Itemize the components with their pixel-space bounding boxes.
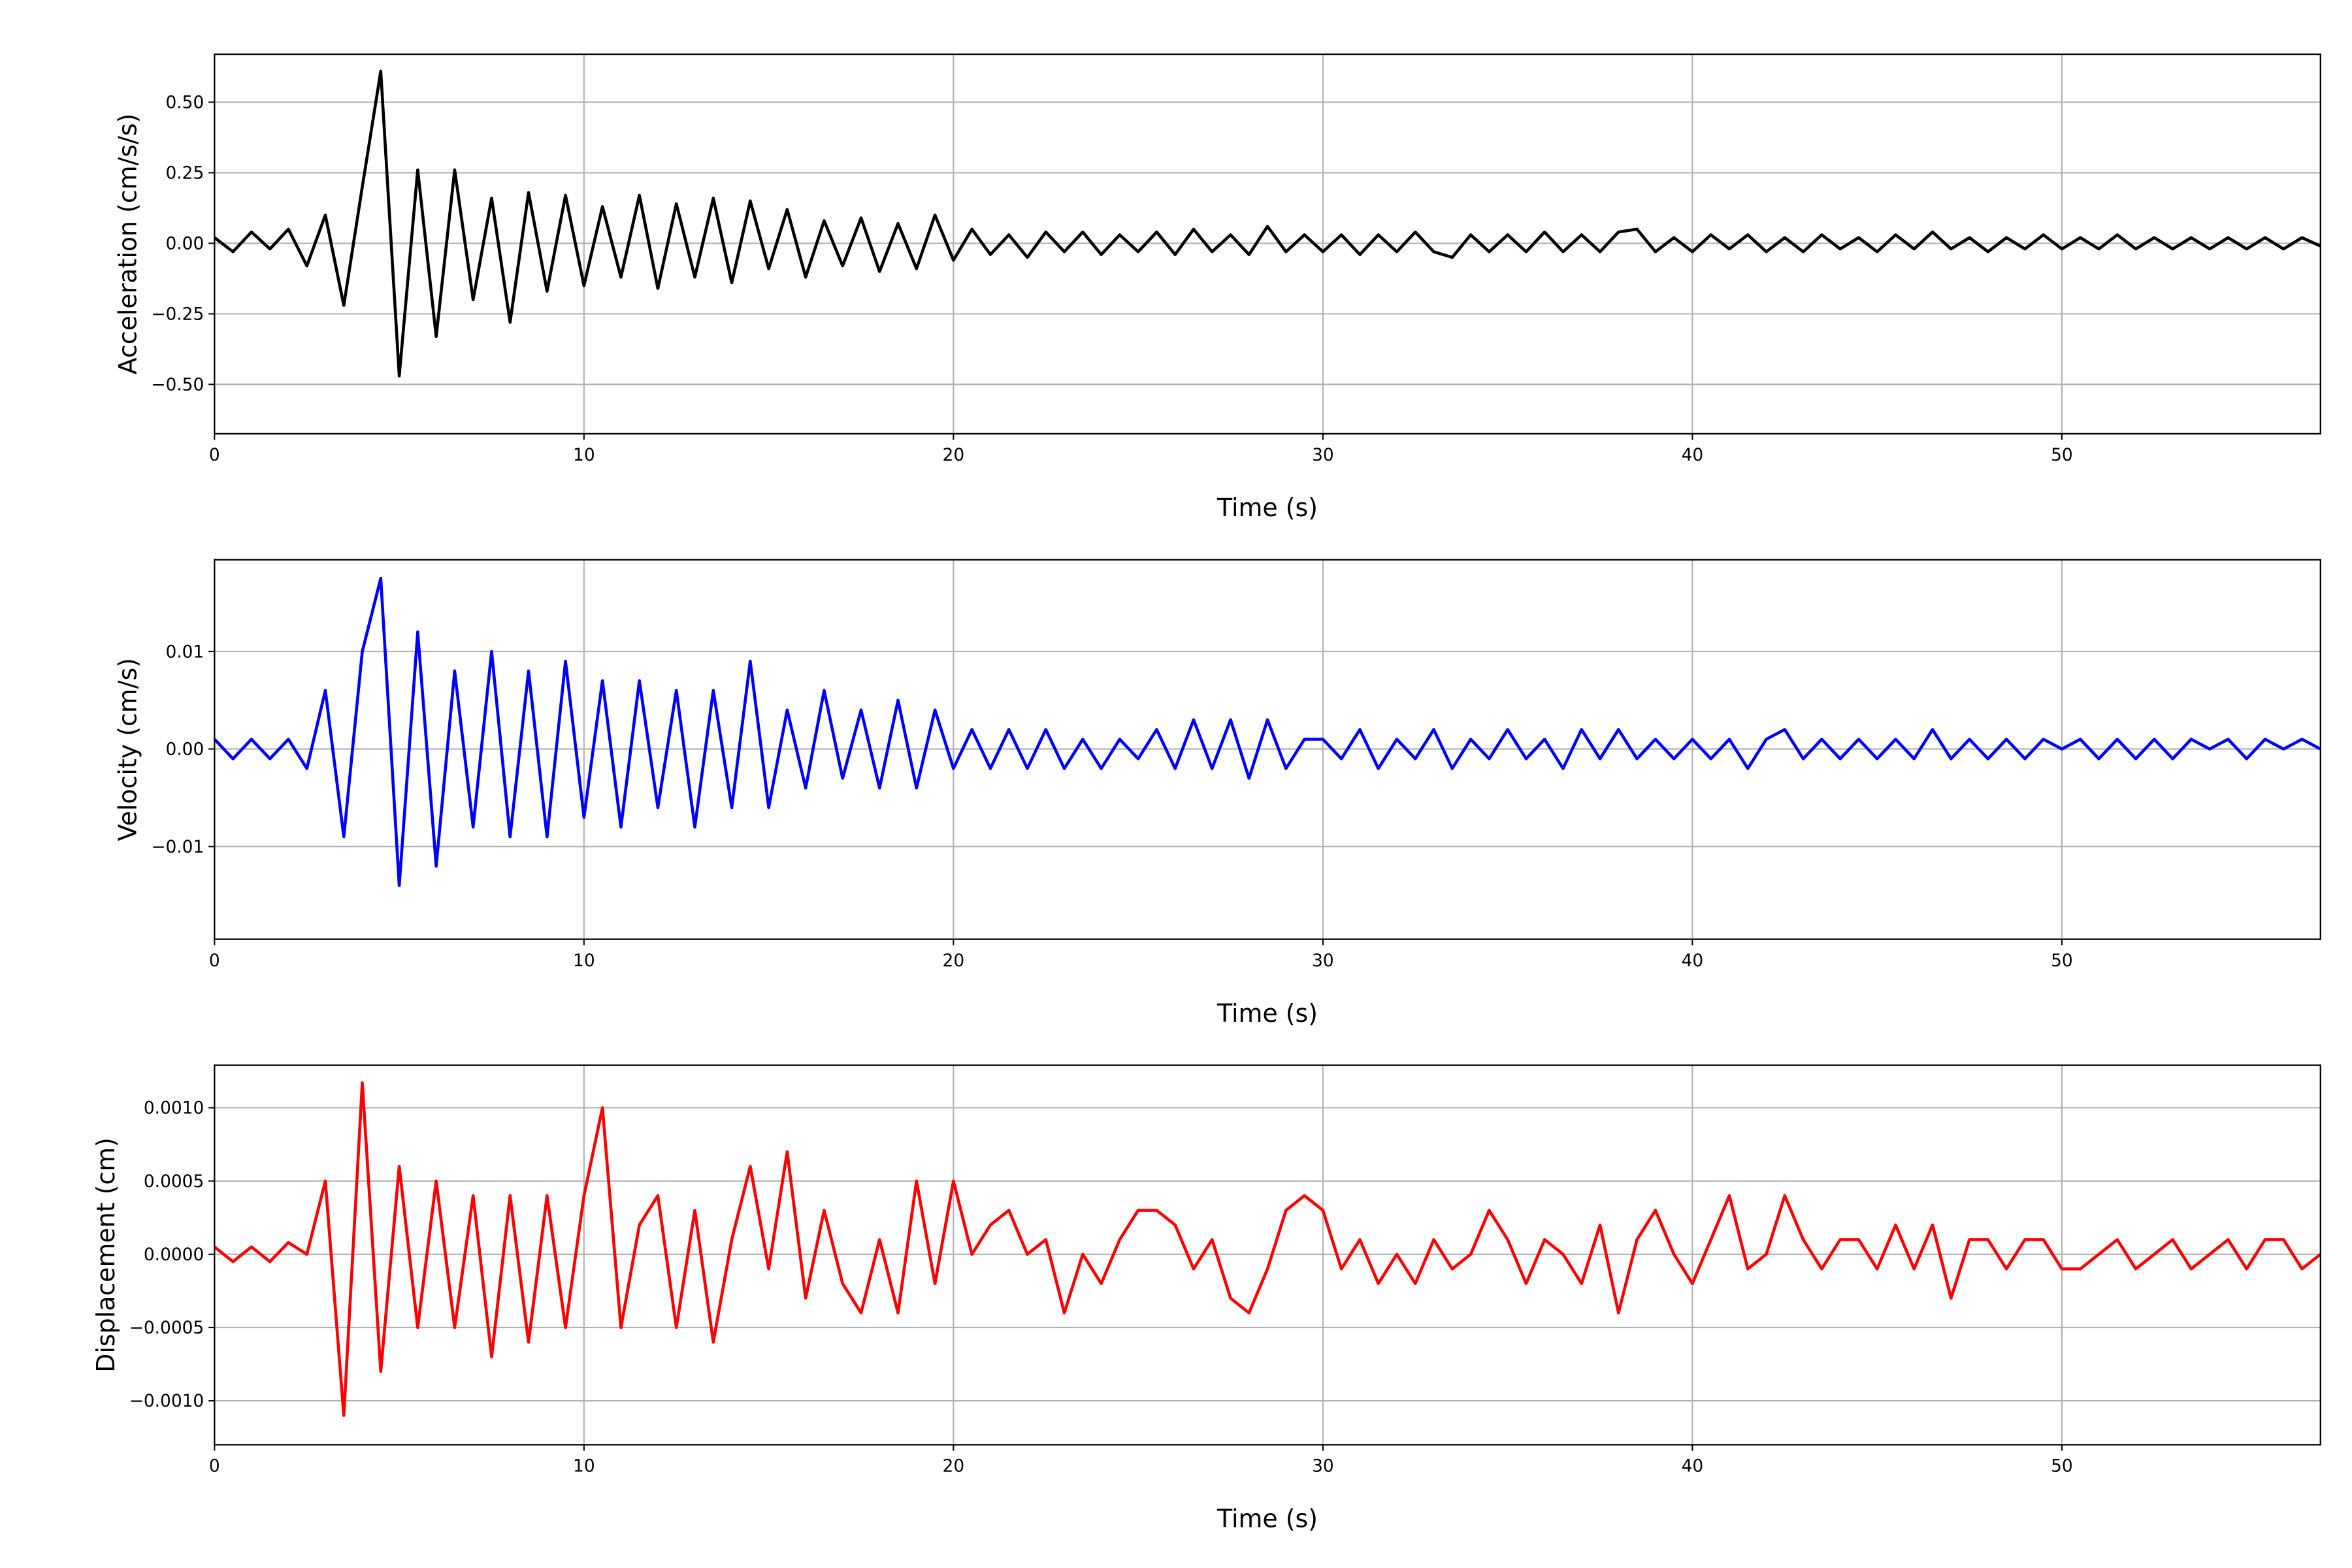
x-tick-label: 0: [209, 1456, 220, 1477]
x-tick-label: 30: [1312, 1456, 1334, 1477]
x-tick-label: 40: [1682, 445, 1704, 465]
x-tick-label: 50: [2051, 445, 2073, 465]
y-tick-label: 0.00: [165, 234, 204, 254]
axes-frame: [214, 1064, 2321, 1446]
y-axis-label: Velocity (cm/s): [113, 658, 142, 841]
y-tick-label: −0.0010: [129, 1391, 204, 1411]
data-line: [214, 1081, 2321, 1417]
x-tick-label: 10: [573, 445, 595, 465]
axes-frame: [214, 53, 2321, 435]
y-tick-label: 0.00: [165, 740, 204, 760]
axes-frame: [214, 559, 2321, 940]
x-tick-label: 50: [2051, 951, 2073, 971]
x-tick-label: 0: [209, 951, 220, 971]
y-tick-label: 0.0005: [144, 1171, 204, 1192]
y-tick-label: −0.01: [151, 837, 204, 857]
x-tick-label: 20: [943, 1456, 965, 1477]
x-axis-label: Time (s): [1217, 493, 1318, 522]
y-tick-label: 0.50: [165, 93, 204, 113]
y-tick-label: 0.0000: [144, 1245, 204, 1265]
x-tick-label: 10: [573, 951, 595, 971]
x-tick-label: 40: [1682, 1456, 1704, 1477]
x-axis-label: Time (s): [1217, 999, 1318, 1028]
y-tick-label: −0.25: [151, 304, 204, 325]
y-axis-label: Displacement (cm): [91, 1137, 120, 1373]
x-tick-label: 20: [943, 951, 965, 971]
y-axis-label: Acceleration (cm/s/s): [113, 114, 142, 375]
x-tick-label: 40: [1682, 951, 1704, 971]
panel: 0 10 20 30 40 50 −0.0010 −0.0005 0.0000 0.0005 0.0…: [91, 1064, 2321, 1533]
y-tick-label: 0.25: [165, 163, 204, 184]
x-tick-label: 30: [1312, 445, 1334, 465]
y-tick-label: −0.0005: [129, 1318, 204, 1338]
x-tick-label: 0: [209, 445, 220, 465]
x-axis-label: Time (s): [1217, 1505, 1318, 1533]
x-tick-label: 10: [573, 1456, 595, 1477]
panel: 0 10 20 30 40 50 −0.01 0.00 0.01 Time (s) Velocity…: [113, 559, 2321, 1028]
x-tick-label: 30: [1312, 951, 1334, 971]
panel: 0 10 20 30 40 50 −0.50 −0.25 0.00 0.25 0.50 Time (s…: [113, 53, 2321, 522]
data-line: [214, 69, 2321, 378]
data-line: [214, 576, 2321, 887]
x-tick-label: 50: [2051, 1456, 2073, 1477]
x-tick-label: 20: [943, 445, 965, 465]
y-tick-label: −0.50: [151, 375, 204, 395]
y-tick-label: 0.01: [165, 642, 204, 662]
y-tick-label: 0.0010: [144, 1098, 204, 1119]
